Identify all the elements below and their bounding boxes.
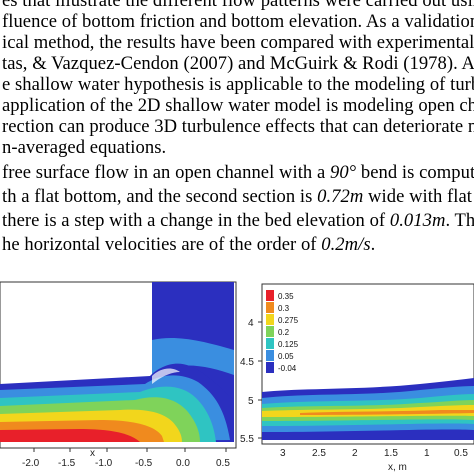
legend-label-2: 0.3	[278, 304, 290, 313]
text-line-11-a: there is a step with a change in the bed…	[2, 210, 390, 231]
left-band-red	[0, 429, 140, 442]
left-x-tick-3: -1.0	[95, 458, 113, 469]
right-y-tick-2: 4.5	[240, 357, 254, 368]
right-x-tick-2: 2.5	[312, 448, 326, 459]
text-line-9-b: bend is computed	[360, 162, 474, 183]
text-line-4: tas, & Vazquez-Cendon (2007) and McGuirk…	[2, 53, 474, 74]
legend-label-6: 0.05	[278, 352, 294, 361]
figure-left-contour: -2.0 -1.5 -1.0 -0.5 0.0 0.5 x	[0, 280, 240, 474]
text-line-12-math: 0.2m/s	[321, 234, 371, 255]
right-x-tick-5: 1	[424, 448, 430, 459]
figure-left-svg: -2.0 -1.5 -1.0 -0.5 0.0 0.5 x	[0, 280, 240, 474]
legend-label-5: 0.125	[278, 340, 299, 349]
text-line-10-b: wide with flat b	[363, 186, 474, 207]
right-x-tick-3: 2	[352, 448, 358, 459]
text-line-10-a: th a flat bottom, and the second section…	[2, 186, 318, 207]
text-line-10: th a flat bottom, and the second section…	[2, 186, 474, 208]
legend-label-4: 0.2	[278, 328, 290, 337]
legend-swatch-6	[266, 350, 274, 361]
text-line-12-a: he horizontal velocities are of the orde…	[2, 234, 322, 255]
legend-swatch-2	[266, 302, 274, 313]
right-x-tick-1: 3	[280, 448, 286, 459]
right-x-tick-6: 0.5	[454, 448, 468, 459]
legend-swatch-3	[266, 314, 274, 325]
legend-swatch-1	[266, 290, 274, 301]
right-x-tick-4: 1.5	[384, 448, 398, 459]
text-line-5: e shallow water hypothesis is applicable…	[2, 74, 474, 95]
text-line-2: fluence of bottom friction and bottom el…	[2, 11, 474, 32]
legend-label-1: 0.35	[278, 292, 294, 301]
figure-right-contour: 0.35 0.3 0.275 0.2 0.125 0.05 -0.04 4 4.…	[240, 280, 474, 474]
legend-label-3: 0.275	[278, 316, 299, 325]
text-line-3: ical method, the results have been compa…	[2, 32, 474, 53]
legend-swatch-4	[266, 326, 274, 337]
text-line-12: he horizontal velocities are of the orde…	[2, 234, 375, 256]
text-line-9-a: free surface flow in an open channel wit…	[2, 162, 330, 183]
left-x-axis: -2.0 -1.5 -1.0 -0.5 0.0 0.5 x	[22, 448, 230, 469]
paper-text-block: es that illustrate the different flow pa…	[2, 0, 474, 256]
text-line-6: application of the 2D shallow water mode…	[2, 95, 474, 116]
text-line-10-math: 0.72m	[317, 186, 364, 207]
right-y-tick-4: 5.5	[240, 434, 254, 445]
text-line-9-math: 90°	[329, 162, 357, 183]
left-x-tick-5: 0.0	[176, 458, 190, 469]
right-y-tick-3: 5	[248, 396, 254, 407]
right-y-axis: 4 4.5 5 5.5	[240, 318, 262, 445]
legend-swatch-5	[266, 338, 274, 349]
text-line-12-b: .	[370, 234, 376, 255]
text-line-8: n-averaged equations.	[2, 137, 167, 158]
right-x-axis: 3 2.5 2 1.5 1 0.5 x, m	[262, 443, 474, 473]
right-y-tick-1: 4	[248, 318, 254, 329]
legend-label-7: -0.04	[278, 364, 297, 373]
text-line-11: there is a step with a change in the bed…	[2, 210, 474, 232]
left-x-tick-6: 0.5	[216, 458, 230, 469]
text-line-1: es that illustrate the different flow pa…	[2, 0, 474, 11]
right-legend: 0.35 0.3 0.275 0.2 0.125 0.05 -0.04	[266, 290, 299, 373]
legend-swatch-7	[266, 362, 274, 373]
left-x-tick-1: -2.0	[22, 458, 40, 469]
right-x-label: x, m	[388, 462, 407, 473]
text-line-7: rection can produce 3D turbulence effect…	[2, 116, 474, 137]
text-line-9: free surface flow in an open channel wit…	[2, 162, 474, 184]
text-line-11-b: . The	[445, 210, 474, 231]
text-line-11-math: 0.013m	[389, 210, 446, 231]
right-band-orange	[300, 410, 474, 415]
left-x-tick-2: -1.5	[58, 458, 76, 469]
left-x-label: x	[90, 448, 95, 459]
left-x-tick-4: -0.5	[135, 458, 153, 469]
figure-right-svg: 0.35 0.3 0.275 0.2 0.125 0.05 -0.04 4 4.…	[240, 280, 474, 474]
